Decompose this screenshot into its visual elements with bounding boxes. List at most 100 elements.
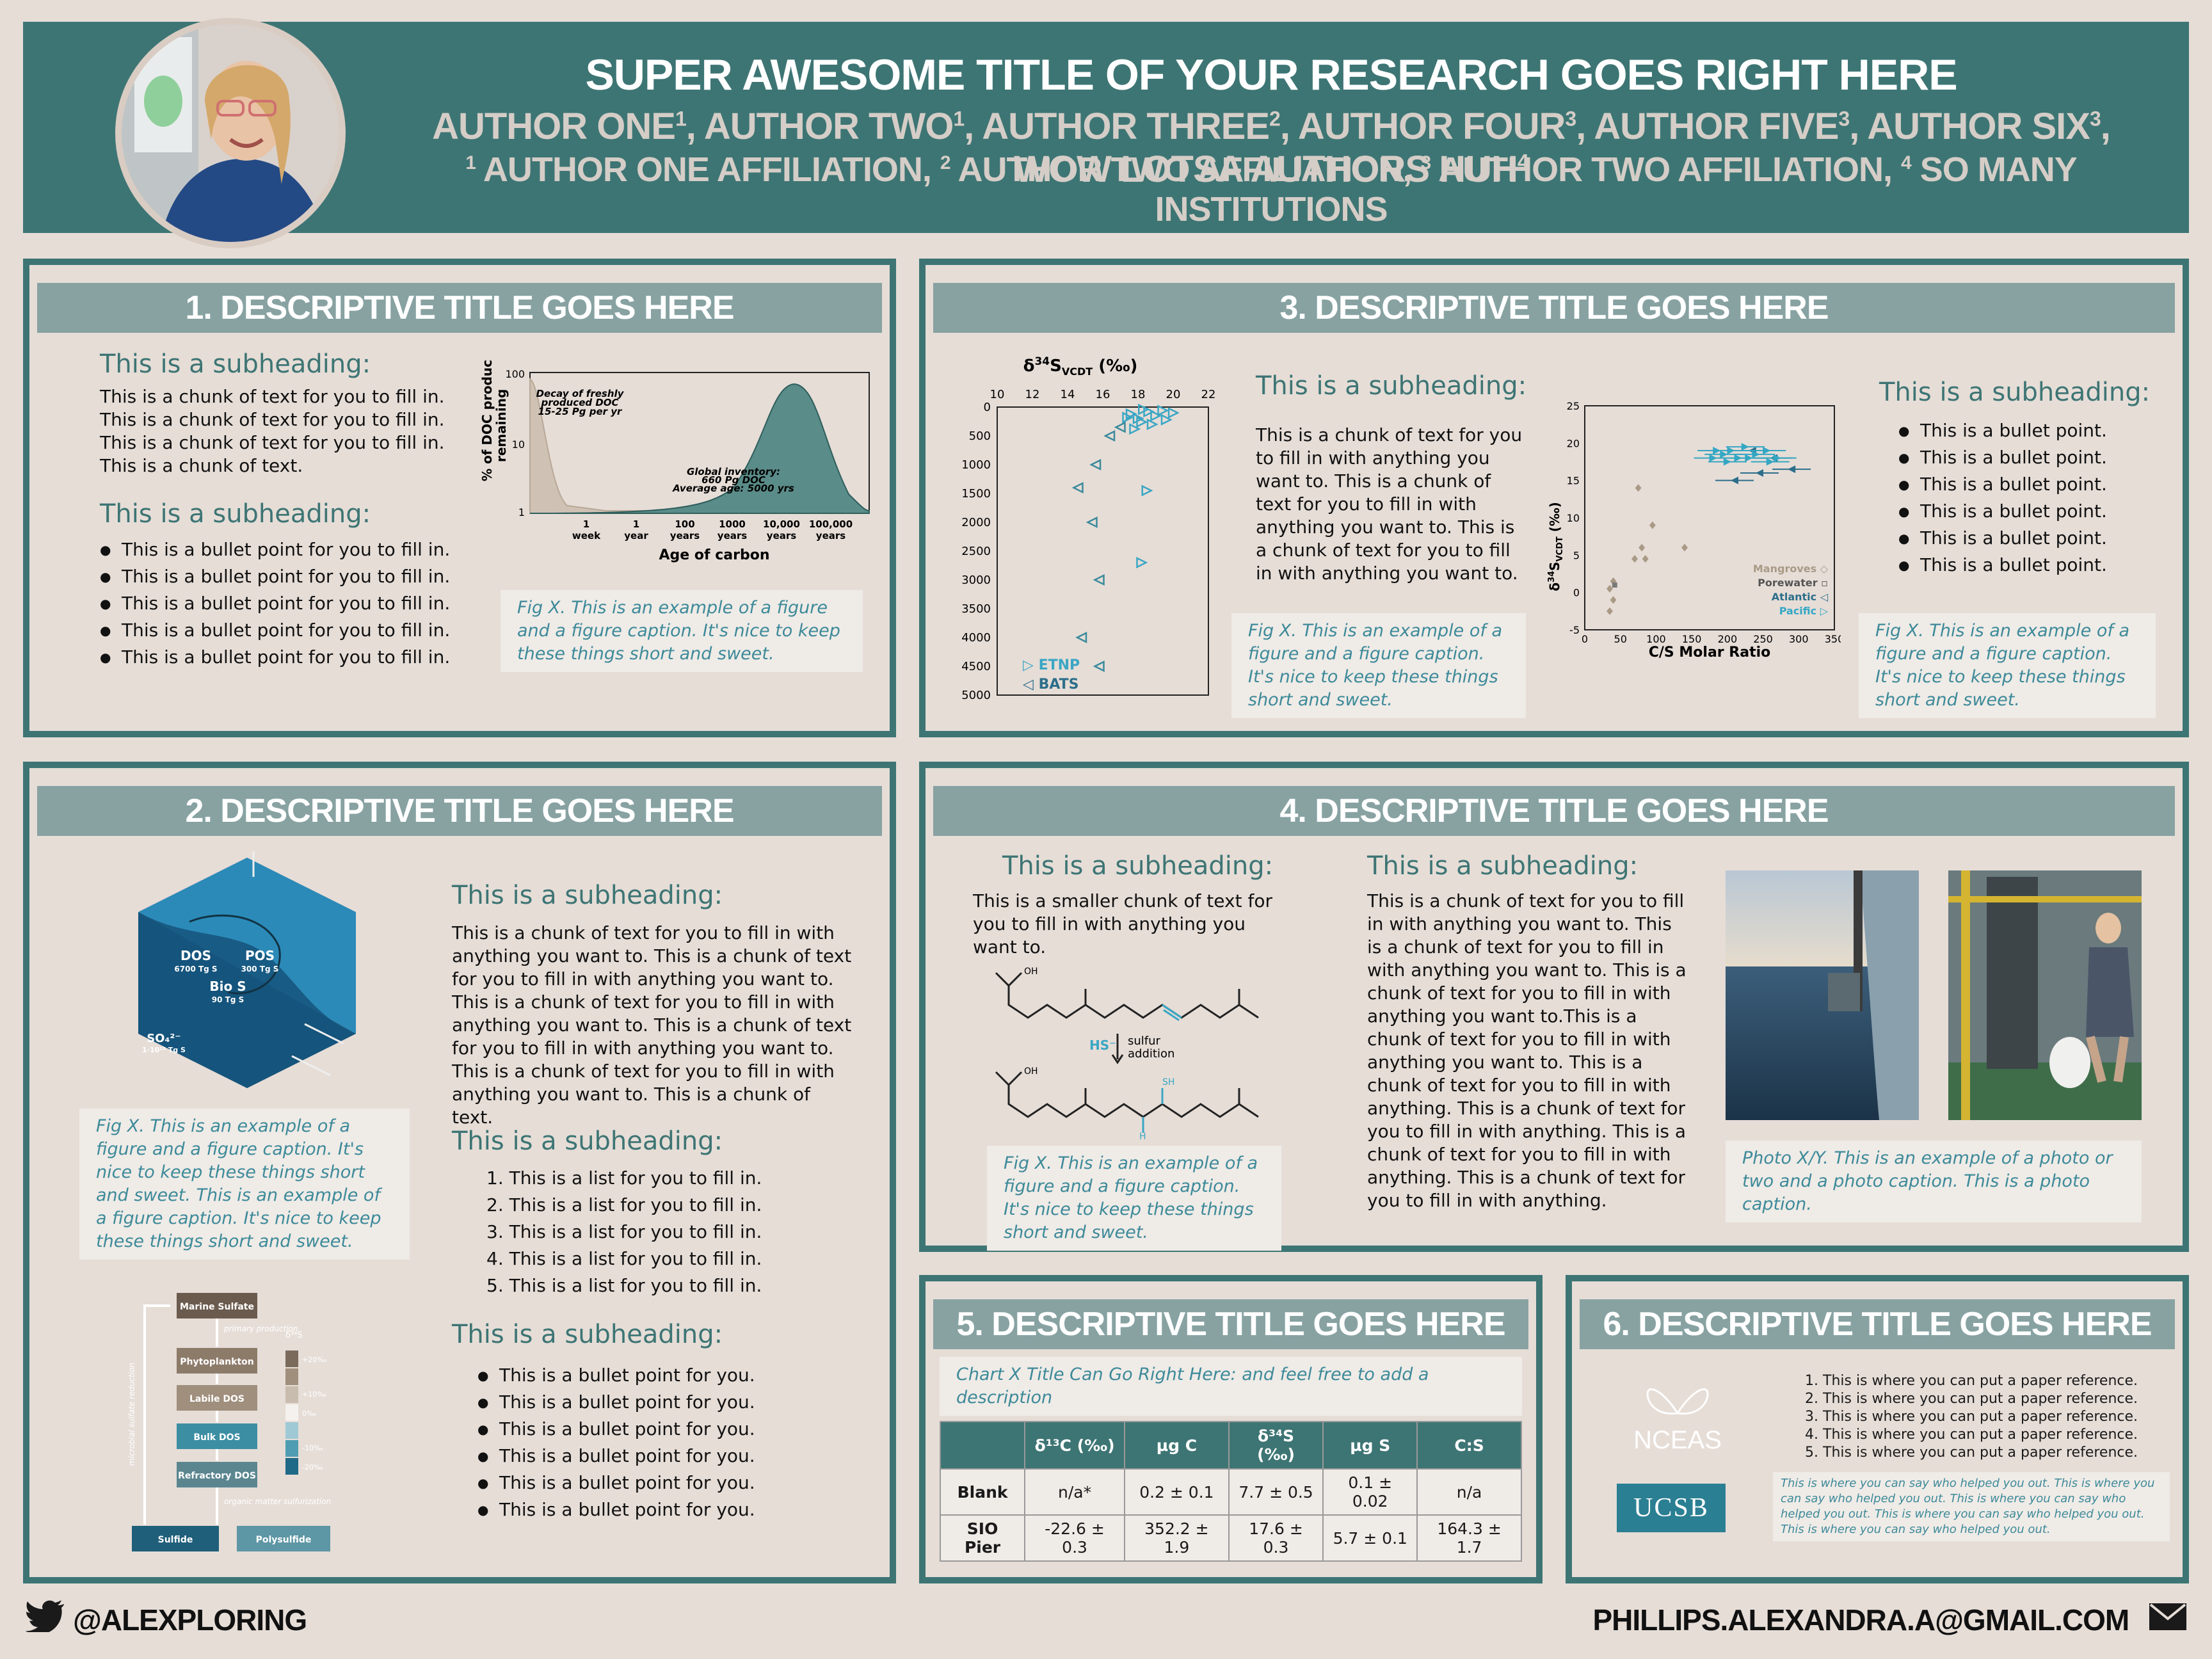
- chart-title: δ34SVCDT (‰): [1023, 355, 1138, 378]
- depth-profile-chart: δ34SVCDT (‰) 10 12 14 16 18 20 22 0 500 1000 1500…: [940, 352, 1221, 710]
- poster-header: SUPER AWESOME TITLE OF YOUR RESEARCH GOE…: [23, 22, 2189, 233]
- list-number: 3.: [1805, 1409, 1818, 1425]
- author-name: AUTHOR FIVE: [1594, 106, 1839, 147]
- text-line: This is a chunk of text for you to fill …: [100, 386, 445, 407]
- data-point: [1635, 484, 1642, 492]
- x-tick-label: 300: [1789, 633, 1809, 645]
- chart-ylabel-line1: % of DOC production: [479, 360, 495, 481]
- panel-3-subheading-2: This is a subheading:: [1879, 378, 2151, 407]
- sh-label: SH: [1162, 1077, 1174, 1087]
- flow-box-phytoplankton: Phytoplankton: [180, 1357, 254, 1367]
- legend-etnp: ▷ ETNP: [1023, 657, 1080, 673]
- affiliation-mark: 3: [1420, 152, 1431, 173]
- twitter-handle[interactable]: @ALEXPLORING: [25, 1600, 307, 1639]
- table-cell: -22.6 ± 0.3: [1024, 1514, 1125, 1562]
- author-name: AUTHOR SIX: [1867, 106, 2090, 147]
- data-point: [1136, 416, 1148, 428]
- figure-caption: Fig X. This is an example of a figure an…: [501, 590, 863, 672]
- scale-tick: +20‰: [302, 1356, 326, 1364]
- list-item: 1. This is a list for you to fill in.: [465, 1165, 849, 1192]
- author-list: AUTHOR ONE1, AUTHOR TWO1, AUTHOR THREE2,…: [432, 106, 2111, 190]
- legend-porewater: Porewater ▫: [1758, 577, 1828, 589]
- data-point: [1723, 458, 1731, 466]
- chart-xtick: 100: [675, 518, 694, 530]
- data-point: [1607, 584, 1613, 593]
- list-number: 1.: [1805, 1373, 1818, 1389]
- bullet-item: This is a bullet point for you.: [477, 1470, 836, 1496]
- legend-bats: ◁ BATS: [1023, 677, 1079, 693]
- chart-ylabel-line2: remaining: [493, 389, 509, 462]
- panel-1-subheading-1: This is a subheading:: [100, 349, 371, 379]
- data-point: [1612, 582, 1617, 588]
- legend-pacific: Pacific ▷: [1779, 605, 1829, 617]
- panel-2-numbered-list: 1. This is a list for you to fill in. 2.…: [465, 1165, 849, 1299]
- chart-xtick: years: [717, 530, 747, 541]
- scale-label: δ³⁴S: [285, 1331, 303, 1340]
- table-cell: 0.2 ± 0.1: [1124, 1468, 1230, 1516]
- flow-box-sulfide: Sulfide: [158, 1535, 193, 1545]
- figure-caption: Fig X. This is an example of a figure an…: [987, 1146, 1281, 1251]
- chart-annotation: 660 Pg DOC: [701, 474, 765, 486]
- table-cell: 352.2 ± 1.9: [1124, 1514, 1230, 1562]
- scale-tick: -10‰: [302, 1444, 323, 1452]
- reaction-diagram: OH OH SH H HS⁻ sulfur addition: [970, 954, 1303, 1142]
- chart-annotation: produced DOC: [540, 397, 618, 408]
- table-header-cell: µg C: [1124, 1421, 1230, 1470]
- reference-item: 2. This is where you can put a paper ref…: [1783, 1390, 2167, 1408]
- x-tick-label: 200: [1718, 633, 1738, 645]
- panel-3-bullets: This is a bullet point. This is a bullet…: [1898, 417, 2154, 579]
- x-tick-label: 0: [1582, 633, 1588, 645]
- reference-text: This is where you can put a paper refere…: [1823, 1427, 2138, 1443]
- panel-1-bullets: This is a bullet point for you to fill i…: [100, 536, 497, 671]
- chart-xtick: years: [816, 530, 846, 541]
- email-text: PHILLIPS.ALEXANDRA.A@GMAIL.COM: [1592, 1603, 2129, 1637]
- chart-xtick: 100,000: [809, 518, 853, 530]
- bio-s-label: Bio S: [209, 979, 246, 994]
- panel-1-text: This is a chunk of text for you to fill …: [100, 385, 484, 477]
- table-cell: 0.1 ± 0.02: [1322, 1468, 1418, 1516]
- x-tick-label: 16: [1096, 388, 1110, 401]
- y-tick-label: 5: [1573, 549, 1580, 561]
- affiliation-name: AUTHOR TWO AFFILIATION,: [950, 150, 1421, 189]
- data-point: [1607, 607, 1613, 615]
- y-tick-label: 1000: [961, 458, 991, 472]
- table-cell: Blank: [939, 1468, 1026, 1516]
- list-item: 3. This is a list for you to fill in.: [465, 1219, 849, 1246]
- reference-text: This is where you can put a paper refere…: [1823, 1391, 2138, 1407]
- flow-box-labile-dos: Labile DOS: [189, 1394, 244, 1404]
- table-header-cell: δ¹³C (‰): [1024, 1421, 1125, 1470]
- scale-tick: +10‰: [302, 1390, 326, 1399]
- y-tick-label: 25: [1567, 400, 1580, 412]
- email-contact[interactable]: PHILLIPS.ALEXANDRA.A@GMAIL.COM: [1592, 1600, 2186, 1637]
- y-tick-label: 5000: [961, 689, 991, 702]
- ship-deck-photo: [1948, 870, 2142, 1120]
- data-point: [1773, 454, 1781, 462]
- list-text: This is a list for you to fill in.: [509, 1167, 762, 1189]
- data-point: [1157, 405, 1169, 417]
- chart-xtick: week: [572, 530, 601, 541]
- data-point: [1093, 573, 1105, 586]
- bullet-item: This is a bullet point for you.: [477, 1416, 836, 1443]
- list-text: This is a list for you to fill in.: [509, 1221, 762, 1242]
- bullet-item: This is a bullet point for you to fill i…: [100, 644, 497, 671]
- nceas-logo-text: NCEAS: [1633, 1426, 1722, 1454]
- list-text: This is a list for you to fill in.: [509, 1248, 762, 1269]
- data-point: [1709, 454, 1717, 462]
- author-name: AUTHOR ONE: [432, 106, 676, 147]
- sulfate-label: SO₄²⁻: [147, 1032, 181, 1045]
- affiliation-mark: 1: [465, 152, 476, 173]
- data-point: [1788, 465, 1796, 474]
- twitter-bird-icon: [25, 1600, 65, 1639]
- chart-annotation: Decay of freshly: [536, 388, 625, 399]
- data-point: [1766, 458, 1774, 466]
- data-point: [1122, 412, 1134, 424]
- author-affiliation-mark: 1: [953, 107, 965, 131]
- data-point: [1720, 450, 1728, 458]
- y-tick-label: -5: [1569, 624, 1580, 636]
- chart-annotation: 15-25 Pg per yr: [538, 406, 623, 417]
- sulfur-flow-diagram: Marine Sulfate Phytoplankton Labile DOS …: [106, 1286, 375, 1568]
- legend-atlantic: Atlantic ◁: [1772, 591, 1829, 603]
- x-tick-label: 10: [990, 388, 1005, 401]
- author-affiliation-mark: 3: [2089, 107, 2101, 131]
- author-portrait: [115, 18, 346, 248]
